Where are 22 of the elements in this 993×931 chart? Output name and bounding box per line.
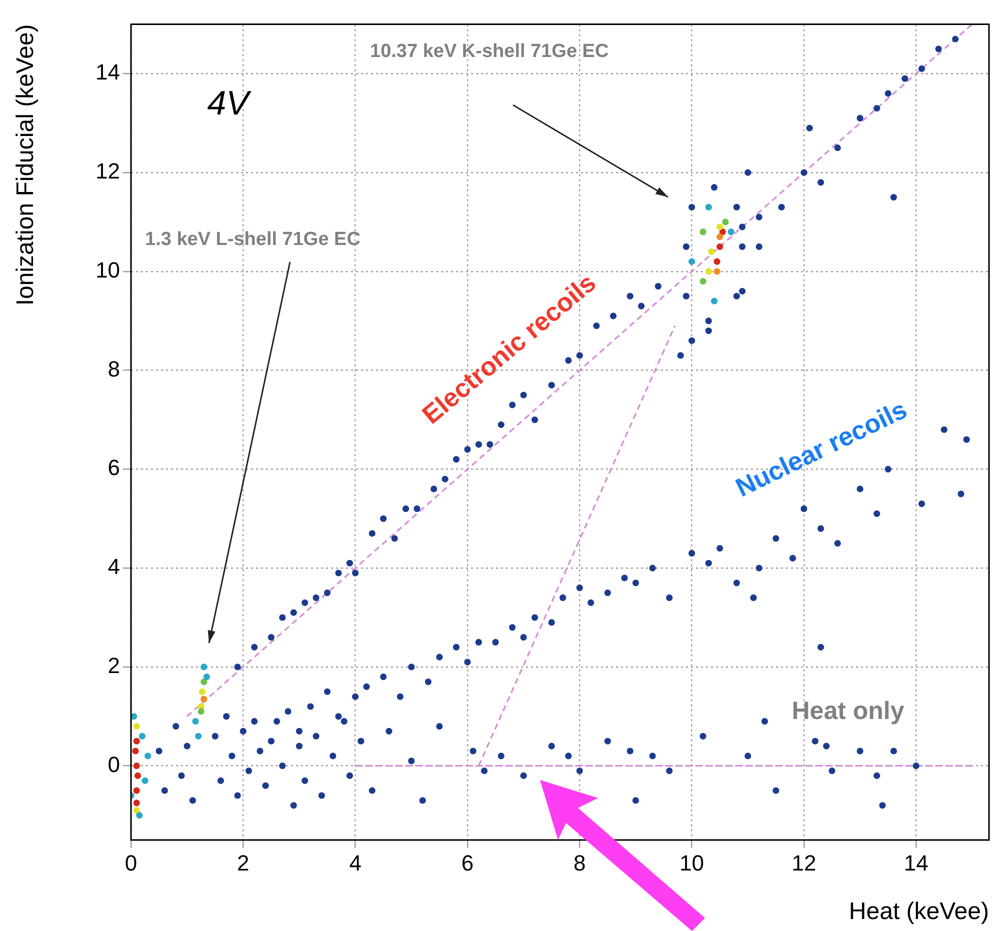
x-tick-label: 8 [574, 850, 586, 876]
annotation: Heat only [792, 696, 904, 725]
x-tick-label: 10 [680, 850, 704, 876]
x-tick-label: 6 [461, 850, 474, 876]
x-axis-title: Heat (keVee) [848, 898, 989, 926]
y-axis-title: Ionization Fiducial (keVee) [12, 24, 40, 306]
y-tick-label: 6 [108, 455, 120, 480]
y-tick-label: 0 [108, 752, 120, 777]
y-tick-label: 10 [96, 257, 120, 282]
y-tick-label: 14 [96, 60, 120, 85]
x-tick-label: 0 [124, 850, 138, 876]
y-tick-label: 8 [108, 356, 120, 382]
x-tick-label: 12 [792, 850, 816, 876]
annotation: 4V [207, 84, 252, 122]
annotation: 10.37 keV K-shell 71Ge EC [370, 41, 609, 62]
x-tick-label: 4 [349, 850, 362, 876]
y-tick-label: 2 [108, 653, 120, 678]
x-tick-label: 2 [237, 850, 250, 876]
y-tick-label: 12 [96, 158, 120, 184]
annotation: 1.3 keV L-shell 71Ge EC [145, 229, 361, 250]
x-tick-label: 14 [904, 850, 928, 876]
y-tick-label: 4 [108, 554, 120, 580]
